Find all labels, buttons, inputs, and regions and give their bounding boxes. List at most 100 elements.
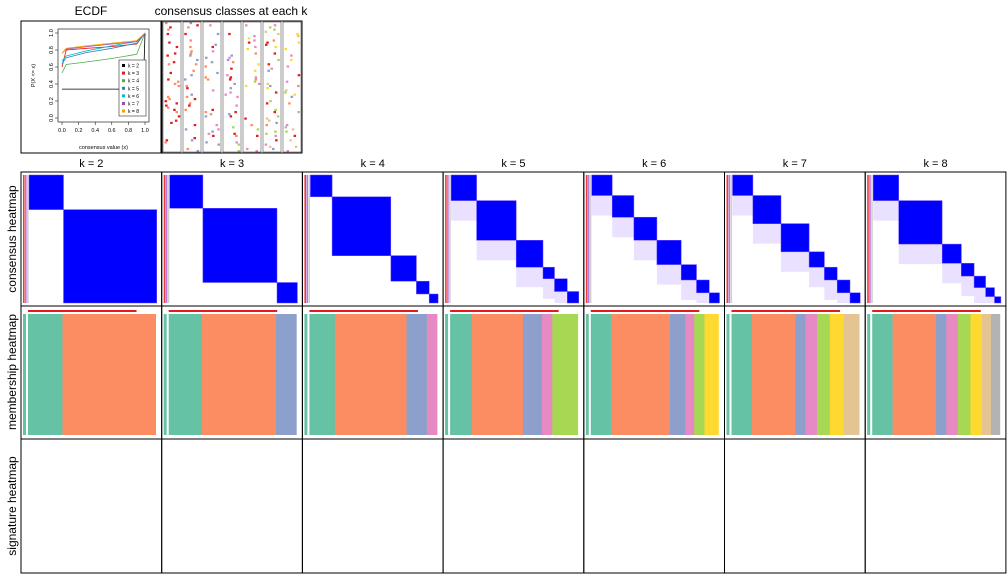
class-assignment-cell — [190, 93, 193, 96]
consensus-block-outline — [973, 275, 986, 288]
membership-class-block — [843, 314, 860, 435]
consensus-block-outline — [554, 278, 568, 292]
consensus-annotation-strip — [165, 175, 168, 303]
ecdf-x-tick-label: 0.8 — [125, 128, 133, 134]
membership-annotation-strip — [163, 314, 167, 435]
consensus-annotation-strip — [589, 175, 592, 303]
consensus-block — [567, 291, 579, 303]
membership-annotation-strip — [585, 314, 589, 435]
class-assignment-cell — [267, 63, 271, 66]
class-assignment-cell — [175, 111, 178, 114]
class-assignment-cell — [228, 113, 231, 116]
ecdf-title: ECDF — [75, 4, 108, 18]
signature-heatmap-cell — [864, 438, 1007, 574]
consensus-off-diagonal — [591, 195, 613, 216]
class-assignment-cell — [190, 50, 193, 53]
class-column-outline — [282, 21, 302, 153]
consensus-block — [809, 251, 825, 268]
class-assignment-cell — [235, 141, 238, 144]
class-assignment-cell — [193, 124, 197, 127]
consensus-block — [277, 282, 298, 303]
class-assignment-cell — [236, 95, 239, 98]
row-label-consensus: consensus heatmap — [5, 185, 19, 293]
class-assignment-cell — [189, 39, 192, 42]
class-assignment-cell — [246, 48, 249, 51]
consensus-block — [63, 209, 157, 303]
consensus-annotation-strip — [447, 175, 449, 303]
membership-class-block — [168, 314, 203, 435]
class-assignment-cell — [209, 113, 213, 116]
class-assignment-cell — [256, 134, 259, 137]
class-assignment-cell — [186, 147, 189, 151]
consensus-off-diagonal — [656, 264, 682, 285]
class-assignment-cell — [211, 45, 214, 49]
consensus-annotation-strip — [308, 175, 310, 303]
class-assignment-cell — [291, 128, 295, 131]
class-assignment-cell — [217, 128, 220, 131]
class-assignment-cell — [254, 76, 258, 79]
class-assignment-cell — [189, 45, 192, 49]
class-assignment-cell — [293, 93, 296, 96]
consensus-block — [709, 292, 720, 303]
membership-silhouette-bar — [731, 310, 841, 312]
class-assignment-cell — [214, 43, 217, 46]
membership-class-block — [805, 314, 818, 435]
class-assignment-cell — [269, 100, 272, 103]
class-assignment-cell — [228, 78, 232, 81]
membership-class-block — [406, 314, 428, 435]
consensus-off-diagonal — [809, 267, 825, 288]
class-assignment-cell — [229, 115, 233, 118]
signature-heatmap-cell — [161, 438, 303, 574]
class-assignment-cell — [277, 58, 280, 62]
ecdf-y-tick-label: 1.0 — [49, 29, 55, 37]
class-assignment-cell — [254, 52, 257, 55]
class-assignment-cell — [284, 89, 288, 92]
consensus-block — [850, 292, 861, 303]
class-assignment-cell — [175, 102, 178, 105]
class-assignment-cell — [173, 82, 177, 85]
signature-heatmap-cell — [442, 438, 585, 574]
class-assignment-cell — [185, 84, 188, 88]
membership-class-block — [670, 314, 686, 435]
consensus-block — [837, 280, 850, 293]
class-assignment-cell — [296, 35, 300, 38]
ecdf-legend-label: k = 2 — [128, 64, 139, 70]
row-label-membership: membership heatmap — [5, 314, 19, 430]
class-assignment-cell — [254, 78, 258, 81]
ecdf-series-line — [61, 32, 146, 54]
consensus-annotation-strip — [449, 175, 451, 303]
k-label: k = 6 — [642, 158, 666, 170]
consensus-annotation-strip — [167, 175, 170, 303]
class-assignment-cell — [169, 71, 172, 75]
consensus-block — [732, 175, 753, 196]
consensus-block — [390, 255, 417, 282]
class-assignment-cell — [274, 130, 277, 133]
consensus-block — [429, 294, 439, 303]
class-column-outline — [242, 21, 262, 153]
class-assignment-cell — [188, 104, 191, 107]
class-assignment-cell — [210, 61, 214, 64]
consensus-block-outline — [202, 208, 278, 283]
ecdf-x-tick-label: 0.0 — [58, 128, 66, 134]
consensus-block-outline — [310, 174, 333, 198]
class-assignment-cell — [285, 80, 289, 83]
class-assignment-cell — [246, 147, 249, 151]
membership-class-block — [957, 314, 971, 435]
consensus-block — [781, 223, 810, 252]
membership-class-block — [426, 314, 438, 435]
consensus-block — [612, 195, 634, 218]
class-assignment-cell — [229, 87, 232, 90]
class-assignment-cell — [205, 141, 208, 144]
consensus-block — [873, 175, 899, 201]
membership-class-block — [982, 314, 992, 435]
class-assignment-cell — [165, 104, 168, 107]
consensus-off-diagonal — [752, 223, 782, 244]
class-assignment-cell — [211, 50, 215, 53]
consensus-block-outline — [28, 174, 64, 210]
consensus-block — [942, 244, 962, 264]
consensus-block-outline — [752, 195, 782, 224]
consensus-block — [898, 200, 943, 245]
membership-silhouette-bar — [28, 310, 137, 312]
consensus-block — [752, 195, 781, 224]
class-assignment-cell — [192, 69, 195, 72]
